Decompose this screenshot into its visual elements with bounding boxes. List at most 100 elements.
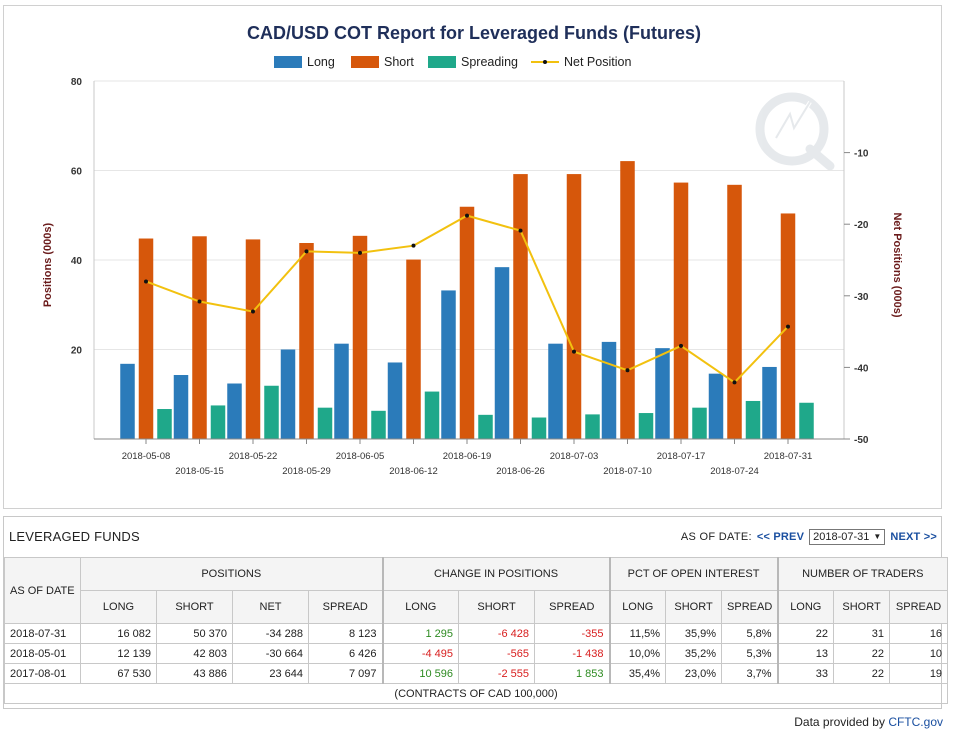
- col-change-short: SHORT: [458, 590, 536, 624]
- cell-t-spread: 16: [889, 623, 949, 644]
- x-tick-label: 2018-07-17: [657, 451, 706, 462]
- x-tick-label: 2018-07-31: [764, 451, 813, 462]
- legend-swatch: [428, 56, 456, 68]
- bar-spreading: [585, 414, 600, 439]
- net-position-point: [518, 228, 523, 233]
- table-row: 2017-08-01 67 530 43 886 23 644 7 097 10 596-…: [4, 663, 949, 684]
- group-traders: NUMBER OF TRADERS: [776, 557, 949, 591]
- cell-c-spread: -1 438: [534, 643, 611, 664]
- net-position-series: [144, 213, 790, 385]
- y2-tick-label: -50: [854, 435, 869, 446]
- legend-label[interactable]: Long: [307, 55, 335, 69]
- cell-net: 23 644: [232, 663, 309, 684]
- col-pct-short: SHORT: [665, 590, 723, 624]
- bar-short: [406, 259, 421, 439]
- cell-c-spread: -355: [534, 623, 611, 644]
- cell-t-long: 33: [776, 663, 835, 684]
- x-tick-label: 2018-06-19: [443, 451, 492, 462]
- x-tick-label: 2018-06-12: [389, 466, 438, 477]
- watermark-logo-icon: [755, 92, 835, 171]
- leveraged-funds-panel: LEVERAGED FUNDS AS OF DATE: << PREV 2018…: [3, 516, 949, 709]
- net-position-point: [679, 343, 683, 348]
- legend-label[interactable]: Short: [384, 55, 414, 69]
- bar-spreading: [371, 410, 386, 439]
- bar-spreading: [478, 414, 493, 439]
- bar-long: [548, 343, 563, 439]
- col-pct-spread: SPREAD: [721, 590, 779, 624]
- next-link[interactable]: NEXT >>: [890, 531, 937, 543]
- bar-spreading: [531, 417, 547, 439]
- chart-panel: 20 40 60 80 -10 -20 -30 -40 -50 2018-05-08 2018-05…: [3, 5, 942, 509]
- legend: Long Short Spreading Net Position: [274, 55, 631, 69]
- cell-long: 12 139: [80, 643, 157, 664]
- cell-long: 16 082: [80, 623, 157, 644]
- net-position-point: [144, 279, 148, 284]
- bar-short: [299, 242, 314, 439]
- cell-t-short: 22: [833, 643, 891, 664]
- x-tick-label: 2018-06-26: [496, 466, 545, 477]
- group-change: CHANGE IN POSITIONS: [381, 557, 611, 591]
- col-as-of-date: AS OF DATE: [4, 557, 81, 624]
- net-position-point: [625, 368, 630, 373]
- bar-spreading: [210, 405, 226, 439]
- date-select[interactable]: 2018-07-31 ▼: [809, 529, 886, 545]
- cell-spread: 8 123: [307, 623, 384, 644]
- bar-short: [727, 184, 742, 439]
- prev-link[interactable]: << PREV: [756, 531, 805, 543]
- bar-spreading: [692, 407, 707, 439]
- cell-p-spread: 5,8%: [721, 623, 779, 644]
- legend-label[interactable]: Net Position: [564, 55, 631, 69]
- col-short: SHORT: [156, 590, 233, 624]
- y2-tick-label: -10: [854, 149, 869, 160]
- bar-short: [192, 236, 207, 439]
- cell-c-long: 1 295: [381, 623, 460, 644]
- cell-t-long: 22: [776, 623, 835, 644]
- cell-p-spread: 5,3%: [721, 643, 779, 664]
- credit-prefix: Data provided by: [794, 715, 885, 729]
- cell-net: -34 288: [232, 623, 309, 644]
- bar-spreading: [264, 385, 279, 439]
- cell-spread: 6 426: [307, 643, 384, 664]
- net-position-point: [251, 309, 255, 314]
- bar-short: [352, 235, 368, 439]
- y-tick-label: 80: [71, 77, 83, 88]
- cell-p-short: 35,9%: [665, 623, 723, 644]
- credit-source-link[interactable]: CFTC.gov: [888, 715, 943, 729]
- legend-swatch: [274, 56, 302, 68]
- x-tick-label: 2018-05-08: [122, 451, 171, 462]
- net-position-point: [358, 250, 362, 255]
- bar-long: [762, 366, 777, 439]
- bar-short: [459, 206, 475, 439]
- col-spread: SPREAD: [307, 590, 384, 624]
- y2-tick-label: -20: [854, 220, 869, 231]
- bar-short: [513, 174, 528, 439]
- cell-t-long: 13: [776, 643, 835, 664]
- cell-p-spread: 3,7%: [721, 663, 779, 684]
- bar-long: [441, 290, 456, 439]
- cell-c-long: 10 596: [381, 663, 460, 684]
- col-change-spread: SPREAD: [534, 590, 611, 624]
- axes: 20 40 60 80 -10 -20 -30 -40 -50 2018-05-08 2018-05…: [71, 77, 869, 477]
- x-tick-label: 2018-07-24: [710, 466, 759, 477]
- bar-long: [227, 383, 242, 439]
- group-pct: PCT OF OPEN INTEREST: [608, 557, 779, 591]
- cell-p-long: 11,5%: [608, 623, 667, 644]
- cell-c-short: -2 555: [458, 663, 536, 684]
- cell-t-spread: 19: [889, 663, 949, 684]
- x-tick-label: 2018-06-05: [336, 451, 385, 462]
- cell-p-short: 35,2%: [665, 643, 723, 664]
- cell-date: 2017-08-01: [4, 663, 81, 684]
- date-select-value: 2018-07-31: [813, 531, 870, 543]
- cell-short: 42 803: [156, 643, 233, 664]
- y-tick-label: 60: [71, 167, 83, 178]
- table-row: 2018-07-31 16 082 50 370 -34 288 8 123 1 295 -…: [4, 623, 949, 644]
- cell-date: 2018-07-31: [4, 623, 81, 644]
- table-body: 2018-07-31 16 082 50 370 -34 288 8 123 1 295 -…: [4, 623, 949, 684]
- legend-label[interactable]: Spreading: [461, 55, 518, 69]
- table-footnote: (CONTRACTS OF CAD 100,000): [3, 683, 949, 704]
- cell-short: 50 370: [156, 623, 233, 644]
- cell-p-short: 23,0%: [665, 663, 723, 684]
- col-long: LONG: [80, 590, 157, 624]
- cell-short: 43 886: [156, 663, 233, 684]
- y2-axis-label: Net Positions (000s): [891, 212, 903, 317]
